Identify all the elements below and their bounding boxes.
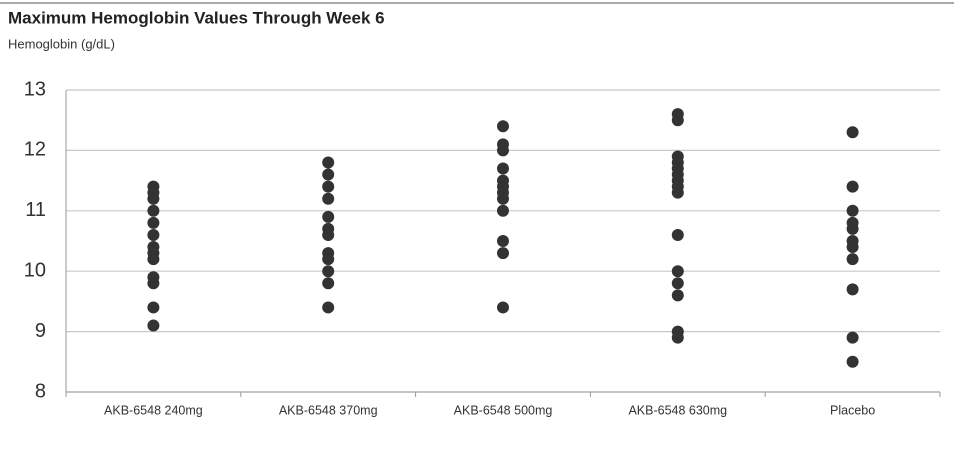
data-point — [671, 228, 684, 241]
data-point — [671, 114, 684, 127]
x-tick-label: AKB-6548 630mg — [628, 403, 727, 417]
y-tick-label: 13 — [24, 78, 46, 100]
y-axis-label: Hemoglobin (g/dL) — [8, 36, 115, 51]
data-point — [322, 156, 335, 169]
data-point — [846, 180, 859, 193]
data-point — [322, 210, 335, 223]
data-point — [497, 120, 509, 133]
y-tick-label: 8 — [35, 380, 46, 402]
data-point — [322, 192, 335, 205]
y-tick-label: 9 — [35, 320, 46, 342]
data-point — [846, 222, 859, 235]
x-tick-label: AKB-6548 240mg — [104, 403, 203, 417]
data-point — [671, 277, 684, 290]
data-point — [671, 265, 684, 278]
data-point — [147, 228, 160, 241]
data-point — [497, 144, 509, 157]
data-point — [846, 204, 859, 217]
data-point — [846, 253, 859, 266]
data-point — [497, 247, 509, 260]
data-point — [671, 289, 684, 302]
data-point — [147, 301, 160, 314]
x-tick-label: AKB-6548 500mg — [454, 403, 553, 417]
data-point — [147, 253, 160, 266]
data-point — [147, 319, 160, 332]
x-tick-label: Placebo — [830, 403, 875, 417]
data-point — [322, 277, 335, 290]
y-tick-label: 10 — [24, 259, 46, 281]
data-point — [322, 253, 335, 266]
data-point — [671, 331, 684, 344]
data-point — [497, 235, 509, 247]
data-point — [846, 355, 859, 368]
y-tick-label: 11 — [25, 199, 46, 221]
data-point — [846, 241, 859, 254]
data-point — [322, 265, 335, 278]
data-point — [322, 180, 335, 193]
data-point — [322, 228, 335, 241]
data-point — [322, 168, 335, 181]
x-tick-label: AKB-6548 370mg — [279, 403, 378, 417]
y-tick-label: 12 — [24, 139, 46, 161]
data-point — [147, 192, 160, 205]
data-point — [147, 277, 160, 290]
data-point — [846, 331, 859, 344]
data-point — [497, 301, 509, 314]
data-point — [497, 162, 509, 175]
data-point — [322, 301, 335, 314]
data-point — [497, 192, 509, 205]
data-point — [497, 204, 509, 217]
data-point — [671, 186, 684, 199]
data-point — [147, 216, 160, 229]
data-point — [147, 204, 160, 217]
data-point — [846, 126, 859, 139]
chart-title: Maximum Hemoglobin Values Through Week 6 — [8, 8, 385, 27]
data-point — [846, 283, 859, 296]
